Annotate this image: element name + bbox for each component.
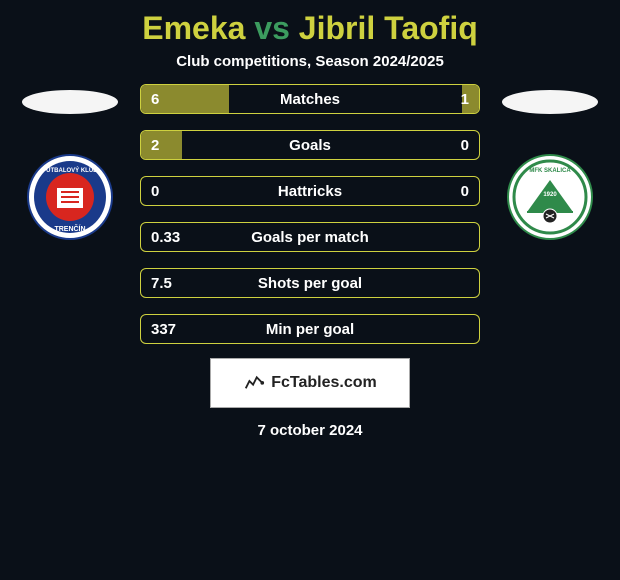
stat-value-right: 0: [461, 183, 469, 200]
title-player-right: Jibril Taofiq: [299, 10, 478, 46]
footer-date: 7 october 2024: [0, 422, 620, 439]
stat-label: Hattricks: [141, 183, 479, 200]
svg-text:MFK SKALICA: MFK SKALICA: [529, 168, 571, 174]
comparison-content: FUTBALOVÝ KLUB TRENČÍN 6Matches12Goals00…: [0, 84, 620, 344]
left-side: FUTBALOVÝ KLUB TRENČÍN: [20, 84, 120, 240]
stat-label: Matches: [141, 91, 479, 108]
branding-box[interactable]: FcTables.com: [210, 358, 410, 408]
right-team-crest: MFK SKALICA 1920: [507, 154, 593, 240]
right-side: MFK SKALICA 1920: [500, 84, 600, 240]
fctables-logo-icon: [243, 370, 265, 397]
subtitle: Club competitions, Season 2024/2025: [0, 53, 620, 84]
page-title: Emeka vs Jibril Taofiq: [0, 0, 620, 53]
left-ellipse-decor: [22, 90, 118, 114]
branding-text: FcTables.com: [271, 374, 377, 392]
stat-row: 2Goals0: [140, 130, 480, 160]
stat-value-right: 0: [461, 137, 469, 154]
stat-row: 337Min per goal: [140, 314, 480, 344]
svg-text:FUTBALOVÝ KLUB: FUTBALOVÝ KLUB: [43, 167, 99, 174]
stat-label: Min per goal: [141, 321, 479, 338]
stat-row: 7.5Shots per goal: [140, 268, 480, 298]
stat-label: Goals per match: [141, 229, 479, 246]
trencin-crest-icon: FUTBALOVÝ KLUB TRENČÍN: [27, 154, 113, 240]
title-player-left: Emeka: [142, 10, 245, 46]
skalica-crest-icon: MFK SKALICA 1920: [507, 154, 593, 240]
svg-text:1920: 1920: [543, 192, 557, 198]
right-ellipse-decor: [502, 90, 598, 114]
svg-text:TRENČÍN: TRENČÍN: [54, 224, 85, 233]
title-vs: vs: [245, 10, 298, 46]
stat-row: 6Matches1: [140, 84, 480, 114]
stat-value-right: 1: [461, 91, 469, 108]
left-team-crest: FUTBALOVÝ KLUB TRENČÍN: [27, 154, 113, 240]
stat-label: Goals: [141, 137, 479, 154]
stat-row: 0.33Goals per match: [140, 222, 480, 252]
stat-label: Shots per goal: [141, 275, 479, 292]
stat-rows: 6Matches12Goals00Hattricks00.33Goals per…: [140, 84, 480, 344]
stat-row: 0Hattricks0: [140, 176, 480, 206]
